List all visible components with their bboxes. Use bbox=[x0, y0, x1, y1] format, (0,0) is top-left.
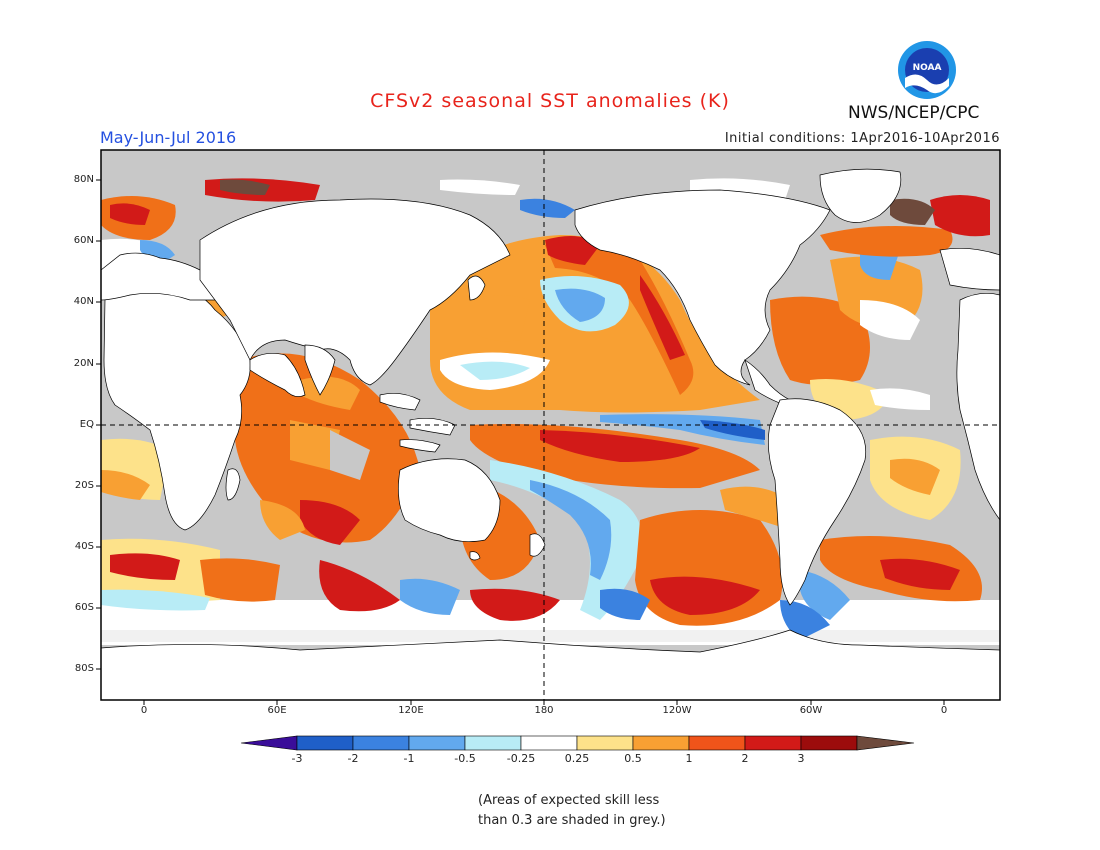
asia-landmass bbox=[199, 198, 511, 386]
colorbar-segment bbox=[688, 735, 746, 751]
noaa-logo-text: NOAA bbox=[913, 63, 942, 73]
antarctica-landmass bbox=[100, 629, 1001, 701]
organization-label: NWS/NCEP/CPC bbox=[848, 103, 980, 123]
lat-label: 80N bbox=[73, 174, 94, 185]
lat-label: 40S bbox=[74, 541, 94, 552]
skill-note-line-1: (Areas of expected skill less bbox=[478, 793, 660, 808]
lon-label: 180 bbox=[534, 705, 554, 716]
lat-label: 60S bbox=[74, 602, 94, 613]
forecast-period: May-Jun-Jul 2016 bbox=[100, 128, 237, 147]
lat-label: 20N bbox=[73, 358, 94, 369]
colorbar-min-arrow bbox=[240, 735, 298, 751]
lat-label: 20S bbox=[74, 480, 94, 491]
lon-label: 0 bbox=[940, 705, 948, 716]
lon-label: 120W bbox=[662, 705, 692, 716]
lon-label: 60W bbox=[799, 705, 823, 716]
south-america-landmass bbox=[768, 398, 867, 606]
colorbar-segment bbox=[408, 735, 466, 751]
skill-note-line-2: than 0.3 are shaded in grey.) bbox=[478, 813, 666, 828]
lat-label: 40N bbox=[73, 296, 94, 307]
colorbar-label: 1 bbox=[685, 752, 693, 765]
colorbar-label: -0.25 bbox=[506, 752, 536, 765]
colorbar-label: 3 bbox=[797, 752, 805, 765]
continents bbox=[100, 168, 1001, 701]
colorbar-label: -2 bbox=[347, 752, 359, 765]
lon-label: 0 bbox=[140, 705, 148, 716]
colorbar-label: -3 bbox=[291, 752, 303, 765]
colorbar-label: -1 bbox=[403, 752, 415, 765]
colorbar-segment bbox=[520, 735, 578, 751]
colorbar-label: 2 bbox=[741, 752, 749, 765]
axis-ticks bbox=[96, 179, 945, 705]
colorbar-label: 0.5 bbox=[624, 752, 642, 765]
colorbar-segment bbox=[576, 735, 634, 751]
lon-label: 60E bbox=[267, 705, 287, 716]
australia-landmass bbox=[398, 458, 501, 542]
initial-conditions: Initial conditions: 1Apr2016-10Apr2016 bbox=[724, 131, 1000, 146]
skill-note: (Areas of expected skill less than 0.3 a… bbox=[478, 791, 666, 831]
map-title: CFSv2 seasonal SST anomalies (K) bbox=[370, 90, 730, 112]
colorbar-segment bbox=[632, 735, 690, 751]
lat-label: 80S bbox=[74, 663, 94, 674]
lat-label: 60N bbox=[73, 235, 94, 246]
colorbar-label: 0.25 bbox=[564, 752, 590, 765]
lon-label: 120E bbox=[398, 705, 424, 716]
colorbar-segment bbox=[744, 735, 802, 751]
colorbar-max-arrow bbox=[856, 735, 915, 751]
colorbar-segment bbox=[464, 735, 522, 751]
north-america-landmass bbox=[574, 189, 831, 386]
colorbar-label: -0.5 bbox=[454, 752, 476, 765]
lat-label: EQ bbox=[79, 419, 94, 430]
africa-landmass bbox=[103, 283, 251, 531]
north-atlantic-warm bbox=[770, 296, 870, 385]
colorbar-segment bbox=[800, 735, 858, 751]
south-pacific-cool-band bbox=[490, 460, 643, 620]
colorbar bbox=[240, 735, 915, 751]
noaa-logo-icon: NOAA bbox=[898, 41, 956, 99]
colorbar-segment bbox=[352, 735, 410, 751]
colorbar-segment bbox=[296, 735, 354, 751]
